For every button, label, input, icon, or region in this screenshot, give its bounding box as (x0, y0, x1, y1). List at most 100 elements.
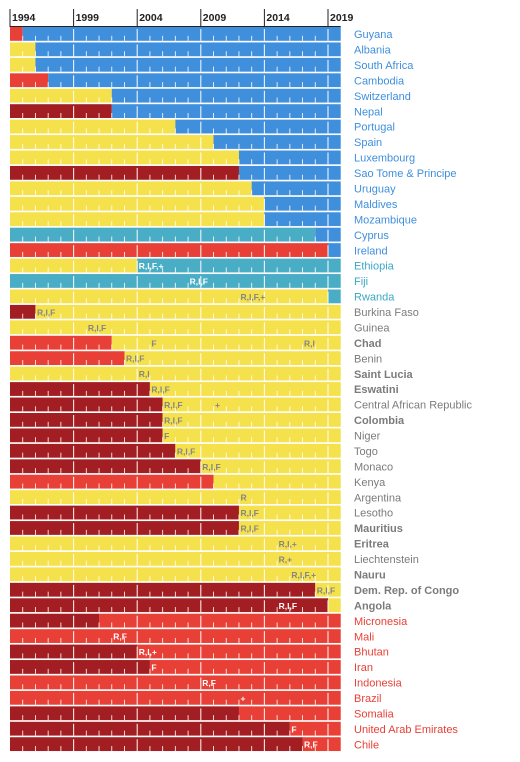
bar-segment-uruguay (251, 181, 341, 196)
note-mauritius: R,I,F (240, 524, 258, 534)
bar-segment-rwanda (10, 289, 328, 304)
bar-segment-micronesia (10, 613, 100, 628)
country-label-dem-rep-of-congo: Dem. Rep. of Congo (354, 585, 459, 597)
country-label-monaco: Monaco (354, 461, 393, 473)
bar-segment-argentina (10, 490, 341, 504)
country-label-guinea: Guinea (354, 322, 390, 334)
note-guinea: R,I,F (88, 323, 106, 333)
country-label-chad: Chad (354, 338, 382, 350)
bar-segment-sao-tome-principe (10, 165, 239, 180)
bar-segment-nepal (111, 104, 341, 118)
bar-segment-angola (328, 598, 341, 613)
bar-segment-guyana (10, 27, 23, 41)
bar-segment-cambodia (10, 73, 49, 88)
bar-segment-portugal (10, 119, 176, 134)
bar-segment-eritrea (10, 536, 341, 551)
country-label-cambodia: Cambodia (354, 75, 405, 87)
country-label-nauru: Nauru (354, 570, 386, 582)
bar-segment-mauritius (10, 521, 239, 535)
bar-segment-liechtenstein (10, 551, 341, 566)
note-ethiopia: R,I,F,+ (139, 261, 164, 271)
note-eritrea: R,I,+ (279, 539, 297, 549)
country-labels-layer: Guyana Albania South Africa Cambodia Switzer… (354, 29, 473, 751)
country-label-united-arab-emirates: United Arab Emirates (354, 724, 458, 736)
country-label-switzerland: Switzerland (354, 91, 411, 103)
country-label-rwanda: Rwanda (354, 292, 395, 304)
bar-segment-luxembourg (10, 150, 239, 165)
country-label-uruguay: Uruguay (354, 184, 396, 196)
bar-segment-togo (10, 443, 176, 458)
bar-segment-iran (149, 660, 341, 674)
note-lesotho: R,I,F (240, 508, 258, 518)
bar-segment-monaco (10, 459, 201, 474)
country-label-benin: Benin (354, 353, 382, 365)
bar-segment-brazil (10, 690, 341, 705)
x-tick-label-1999: 1999 (76, 12, 100, 24)
country-label-angola: Angola (354, 600, 392, 612)
note-eswatini: R,I,F (151, 385, 169, 395)
bar-segment-kenya (213, 474, 341, 489)
note-burkina-faso: R,I,F (37, 307, 55, 317)
bar-segment-mali (10, 629, 341, 643)
bar-segment-chile (302, 737, 341, 752)
note-benin: R,I,F (126, 354, 144, 364)
bar-segment-albania (10, 42, 36, 57)
country-label-togo: Togo (354, 446, 378, 458)
bar-segment-chad (111, 335, 341, 350)
country-label-iran: Iran (354, 662, 373, 674)
country-label-brazil: Brazil (354, 693, 382, 705)
bar-segment-monaco (200, 459, 341, 474)
bar-segment-fiji (10, 274, 341, 288)
note-angola: R,I,F (279, 601, 297, 611)
note-iran: F (151, 663, 156, 673)
bar-segment-colombia (162, 413, 341, 427)
bar-segment-guinea (10, 320, 341, 335)
country-label-spain: Spain (354, 137, 382, 149)
country-label-mozambique: Mozambique (354, 214, 417, 226)
note-chad: F (151, 338, 156, 348)
country-label-lesotho: Lesotho (354, 508, 393, 520)
country-label-ireland: Ireland (354, 245, 388, 257)
bar-segment-guyana (22, 27, 341, 41)
country-label-saint-lucia: Saint Lucia (354, 369, 414, 381)
note-nauru: R,I,F,+ (291, 570, 316, 580)
bar-segment-eswatini (10, 382, 150, 396)
bar-segment-niger (162, 428, 341, 443)
bar-segment-somalia (10, 706, 239, 721)
bar-segment-uruguay (10, 181, 252, 196)
country-label-niger: Niger (354, 431, 381, 443)
note-brazil: + (240, 693, 245, 703)
country-label-argentina: Argentina (354, 492, 402, 504)
note-chad: R,I (304, 338, 315, 348)
x-tick-label-2014: 2014 (266, 12, 290, 24)
note-chile: R,F (304, 740, 318, 750)
bar-segment-benin (124, 351, 341, 366)
x-tick-label-2004: 2004 (139, 12, 163, 24)
country-label-fiji: Fiji (354, 276, 368, 288)
country-label-kenya: Kenya (354, 477, 386, 489)
bar-segment-south-africa (10, 57, 36, 72)
bar-segment-togo (175, 443, 341, 458)
country-label-sao-tome-principe: Sao Tome & Principe (354, 168, 457, 180)
country-label-chile: Chile (354, 739, 379, 751)
x-tick-label-1994: 1994 (12, 12, 36, 24)
country-label-liechtenstein: Liechtenstein (354, 554, 419, 566)
bar-segment-switzerland (111, 88, 341, 103)
bar-segment-eswatini (149, 382, 341, 396)
year-ticks-layer (22, 29, 329, 752)
x-axis: 1994 1999 2004 2009 2014 2019 (9, 9, 354, 27)
x-tick-label-2019: 2019 (330, 12, 354, 24)
bar-segment-ireland (10, 243, 328, 257)
country-label-nepal: Nepal (354, 106, 383, 118)
bar-segment-central-african-republic (162, 397, 341, 412)
country-label-luxembourg: Luxembourg (354, 153, 415, 165)
bar-segment-rwanda (328, 289, 341, 304)
bar-segment-saint-lucia (10, 366, 341, 381)
note-central-african-republic: R,I,F (164, 400, 182, 410)
country-label-eritrea: Eritrea (354, 539, 390, 551)
bar-segment-lesotho (10, 505, 239, 520)
country-label-mali: Mali (354, 631, 374, 643)
bar-segment-angola (10, 598, 328, 613)
note-liechtenstein: R,+ (279, 554, 293, 564)
bar-segment-nauru (10, 567, 341, 582)
